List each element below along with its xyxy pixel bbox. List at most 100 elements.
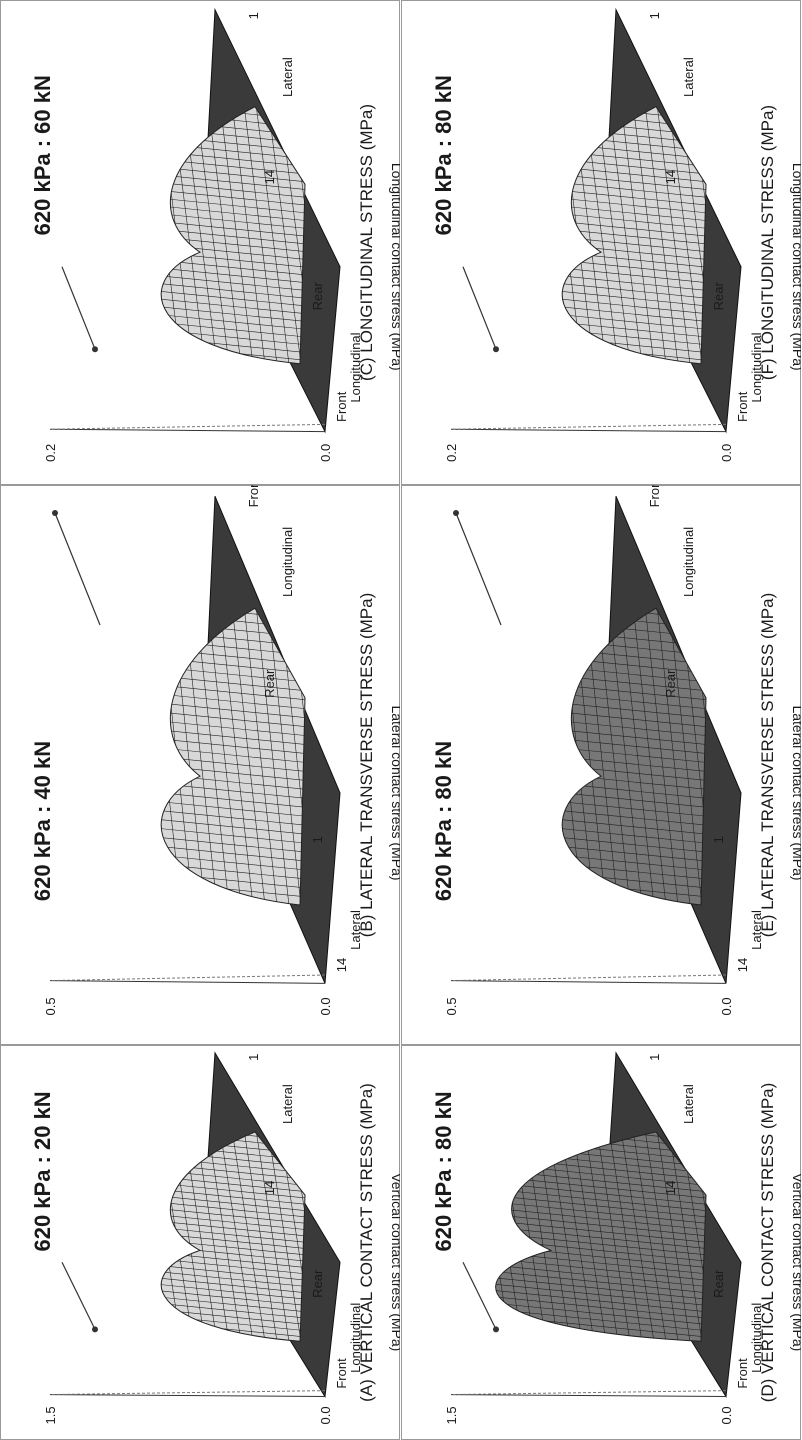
mesh-line	[604, 1131, 646, 1342]
axis-tick: 0.0	[318, 997, 333, 1015]
caption: (F) LONGITUDINAL STRESS (MPa)	[758, 105, 777, 380]
surface	[561, 106, 707, 365]
mesh-line	[161, 726, 305, 758]
axis	[49, 974, 326, 982]
caption: (A) VERTICAL CONTACT STRESS (MPa)	[357, 1083, 376, 1402]
mesh-line	[562, 255, 706, 287]
panel-border	[401, 0, 801, 485]
mesh-line	[161, 608, 305, 632]
mesh-line	[161, 1190, 305, 1221]
mesh-line	[562, 170, 706, 202]
surface-label: Rear	[711, 282, 726, 311]
mesh-line	[161, 1272, 305, 1303]
mesh-line	[441, 1355, 741, 1385]
arrow-head	[92, 346, 98, 353]
mesh-line	[592, 1131, 634, 1342]
mesh-line	[562, 771, 706, 803]
mesh-line	[441, 915, 741, 945]
surface-label: Lateral	[280, 57, 295, 97]
mesh-line	[60, 73, 100, 388]
mesh-line	[562, 147, 706, 178]
mesh-line	[562, 123, 706, 155]
mesh-line	[509, 73, 549, 388]
surface	[561, 607, 707, 906]
mesh-line	[161, 1133, 305, 1164]
mesh-line	[161, 106, 305, 124]
surface-label: Lateral	[280, 1084, 295, 1124]
arrow-head	[52, 510, 58, 516]
mesh-line	[562, 154, 706, 186]
mesh-line	[509, 569, 549, 933]
mesh-line	[161, 852, 305, 883]
mesh-line	[640, 1131, 682, 1342]
mesh-line	[40, 380, 340, 410]
mesh-line	[161, 178, 305, 209]
mesh-line	[161, 286, 305, 318]
mesh-line	[562, 263, 706, 295]
mesh-line	[161, 1227, 305, 1259]
mesh-line	[239, 608, 281, 905]
surface-label: Rear	[663, 669, 678, 698]
mesh-line	[161, 771, 305, 803]
mesh-line	[616, 1131, 658, 1342]
mesh-line	[40, 933, 340, 963]
mesh-line	[495, 1131, 706, 1145]
surface-label: Longitudinal	[681, 527, 696, 597]
mesh-line	[495, 1234, 706, 1265]
mesh-line	[161, 637, 305, 668]
surface	[160, 106, 306, 365]
mesh-line	[161, 1139, 305, 1171]
arrow	[54, 512, 101, 626]
axis	[49, 1394, 326, 1398]
mesh-line	[161, 1215, 305, 1246]
mesh-line	[562, 798, 706, 829]
mesh-line	[161, 317, 305, 349]
mesh-line	[562, 610, 706, 641]
mesh-line	[161, 106, 305, 132]
mesh-line	[161, 1297, 305, 1329]
mesh-line	[161, 271, 305, 302]
mesh-line	[441, 380, 741, 410]
mesh-line	[239, 1131, 281, 1342]
surface-label: 1	[310, 836, 325, 843]
mesh-line	[461, 73, 501, 388]
mesh-line	[108, 569, 148, 933]
surface-label: Rear	[262, 669, 277, 698]
mesh-line	[495, 1240, 706, 1272]
mesh-line	[562, 843, 706, 874]
mesh-line	[161, 816, 305, 847]
surface-label: Longitudinal	[348, 332, 363, 402]
mesh-line	[495, 1227, 706, 1259]
mesh-line	[441, 372, 741, 402]
mesh-line	[628, 1131, 670, 1342]
mesh-line	[60, 569, 100, 933]
mesh-line	[161, 717, 305, 749]
caption: (B) LATERAL TRANSVERSE STRESS (MPa)	[357, 593, 376, 937]
mesh-line	[562, 654, 706, 686]
mesh-line	[485, 73, 525, 388]
mesh-line	[161, 106, 173, 364]
panel-title: 620 kPa : 80 kN	[431, 741, 456, 901]
mesh-line	[562, 106, 706, 124]
axis	[450, 423, 727, 430]
mesh-line	[161, 185, 305, 217]
panel-border	[0, 485, 400, 1045]
mesh-line	[161, 154, 305, 186]
surface-label: Front	[334, 1358, 349, 1389]
mesh-line	[441, 388, 741, 418]
mesh-line	[652, 106, 694, 364]
surface-label: 14	[663, 170, 678, 184]
surface-label: 1	[647, 1054, 662, 1061]
surface-label: 14	[262, 170, 277, 184]
mesh-line	[562, 628, 706, 659]
mesh-line	[84, 73, 124, 388]
arrow	[61, 266, 96, 350]
mesh-line	[562, 108, 706, 139]
mesh-line	[161, 170, 305, 202]
mesh-line	[562, 162, 706, 194]
mesh-line	[562, 193, 706, 225]
mesh-line	[562, 185, 706, 217]
